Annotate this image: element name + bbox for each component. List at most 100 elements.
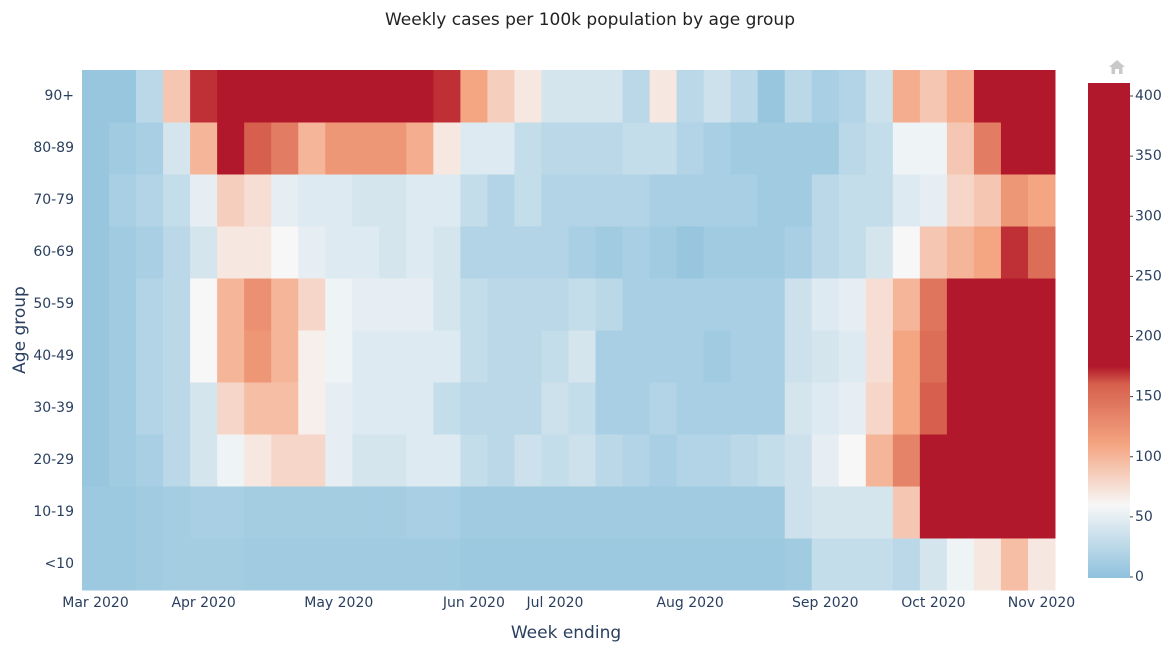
heatmap-cell bbox=[163, 174, 191, 227]
heatmap-cell bbox=[649, 434, 678, 487]
heatmap-cell bbox=[217, 330, 245, 383]
heatmap-cell bbox=[325, 278, 353, 331]
heatmap-cell bbox=[865, 174, 894, 227]
heatmap-cell bbox=[352, 382, 380, 435]
heatmap-cell bbox=[676, 382, 705, 435]
heatmap-cell bbox=[406, 226, 434, 279]
heatmap-cell bbox=[487, 226, 515, 279]
heatmap-cell bbox=[892, 70, 921, 123]
heatmap-cell bbox=[865, 226, 894, 279]
colorbar-tick-label: 150 bbox=[1135, 389, 1162, 405]
heatmap-cell bbox=[973, 70, 1002, 123]
heatmap-cell bbox=[568, 278, 597, 331]
heatmap-cell bbox=[919, 174, 948, 227]
home-button[interactable] bbox=[1109, 60, 1125, 74]
heatmap-cell bbox=[1000, 382, 1029, 435]
heatmap-cell bbox=[622, 382, 651, 435]
heatmap-cell bbox=[703, 226, 732, 279]
colorbar bbox=[1088, 96, 1130, 577]
y-tick-label: 70-79 bbox=[33, 192, 74, 208]
heatmap-cell bbox=[541, 486, 569, 539]
heatmap-cell bbox=[136, 330, 164, 383]
heatmap-cell bbox=[1000, 538, 1029, 591]
heatmap-cell bbox=[1027, 330, 1056, 383]
heatmap-cell bbox=[190, 226, 218, 279]
heatmap-cell bbox=[406, 330, 434, 383]
heatmap-cell bbox=[541, 174, 569, 227]
heatmap-cell bbox=[973, 434, 1002, 487]
heatmap-cell bbox=[973, 174, 1002, 227]
x-tick-label: Nov 2020 bbox=[1008, 595, 1075, 611]
heatmap-cell bbox=[541, 382, 569, 435]
heatmap-cell bbox=[865, 122, 894, 175]
heatmap-cell bbox=[244, 434, 272, 487]
heatmap-cell bbox=[244, 382, 272, 435]
heatmap-cell bbox=[730, 382, 759, 435]
heatmap-cell bbox=[163, 278, 191, 331]
heatmap-cell bbox=[919, 538, 948, 591]
heatmap-cell bbox=[217, 486, 245, 539]
heatmap-cell bbox=[406, 278, 434, 331]
heatmap-cell bbox=[1027, 538, 1056, 591]
heatmap-cell bbox=[352, 226, 380, 279]
heatmap-cell bbox=[595, 382, 624, 435]
heatmap-cell bbox=[622, 226, 651, 279]
heatmap-cell bbox=[1027, 174, 1056, 227]
heatmap-cell bbox=[487, 174, 515, 227]
heatmap-cell bbox=[892, 538, 921, 591]
heatmap-cell bbox=[217, 434, 245, 487]
home-icon[interactable] bbox=[1109, 60, 1125, 74]
heatmap-cell bbox=[811, 434, 840, 487]
heatmap-cell bbox=[676, 226, 705, 279]
heatmap-cell bbox=[379, 174, 407, 227]
heatmap-cell bbox=[82, 226, 110, 279]
heatmap-cell bbox=[892, 434, 921, 487]
heatmap-cell bbox=[244, 174, 272, 227]
heatmap-cell bbox=[460, 226, 488, 279]
heatmap-cell bbox=[838, 382, 867, 435]
heatmap-cell bbox=[163, 382, 191, 435]
heatmap-cell bbox=[352, 70, 380, 123]
heatmap-cell bbox=[379, 486, 407, 539]
heatmap-cell bbox=[379, 382, 407, 435]
heatmap-cell bbox=[757, 434, 786, 487]
heatmap-cell bbox=[1000, 434, 1029, 487]
heatmap-cell bbox=[352, 434, 380, 487]
heatmap-cell bbox=[352, 486, 380, 539]
heatmap-cell bbox=[676, 434, 705, 487]
heatmap-cell bbox=[352, 174, 380, 227]
heatmap-cell bbox=[244, 122, 272, 175]
heatmap-cell bbox=[676, 278, 705, 331]
heatmap-cell bbox=[730, 226, 759, 279]
heatmap-cell bbox=[1027, 70, 1056, 123]
heatmap-cell bbox=[271, 382, 299, 435]
heatmap-cell bbox=[244, 226, 272, 279]
heatmap-cell bbox=[730, 486, 759, 539]
heatmap-cell bbox=[244, 538, 272, 591]
heatmap-cell bbox=[325, 382, 353, 435]
heatmap-cell bbox=[703, 486, 732, 539]
heatmap-cell bbox=[703, 538, 732, 591]
heatmap-cell bbox=[649, 226, 678, 279]
heatmap-cell bbox=[1000, 174, 1029, 227]
heatmap-cell bbox=[946, 486, 975, 539]
heatmap-cell bbox=[487, 330, 515, 383]
heatmap-cell bbox=[757, 226, 786, 279]
heatmap-cell bbox=[433, 278, 461, 331]
heatmap-cell bbox=[865, 382, 894, 435]
x-tick-label: Jul 2020 bbox=[525, 595, 583, 611]
heatmap-cell bbox=[325, 174, 353, 227]
x-tick-label: Sep 2020 bbox=[792, 595, 858, 611]
heatmap-cell bbox=[1000, 226, 1029, 279]
heatmap-cell bbox=[622, 70, 651, 123]
heatmap-cell bbox=[487, 538, 515, 591]
heatmap-cell bbox=[460, 174, 488, 227]
heatmap-cell bbox=[82, 486, 110, 539]
heatmap-cell bbox=[811, 278, 840, 331]
heatmap-cell bbox=[460, 278, 488, 331]
heatmap-cell bbox=[892, 486, 921, 539]
heatmap-cell bbox=[865, 330, 894, 383]
heatmap-cell bbox=[190, 122, 218, 175]
heatmap-cell bbox=[784, 330, 813, 383]
heatmap-cell bbox=[136, 70, 164, 123]
